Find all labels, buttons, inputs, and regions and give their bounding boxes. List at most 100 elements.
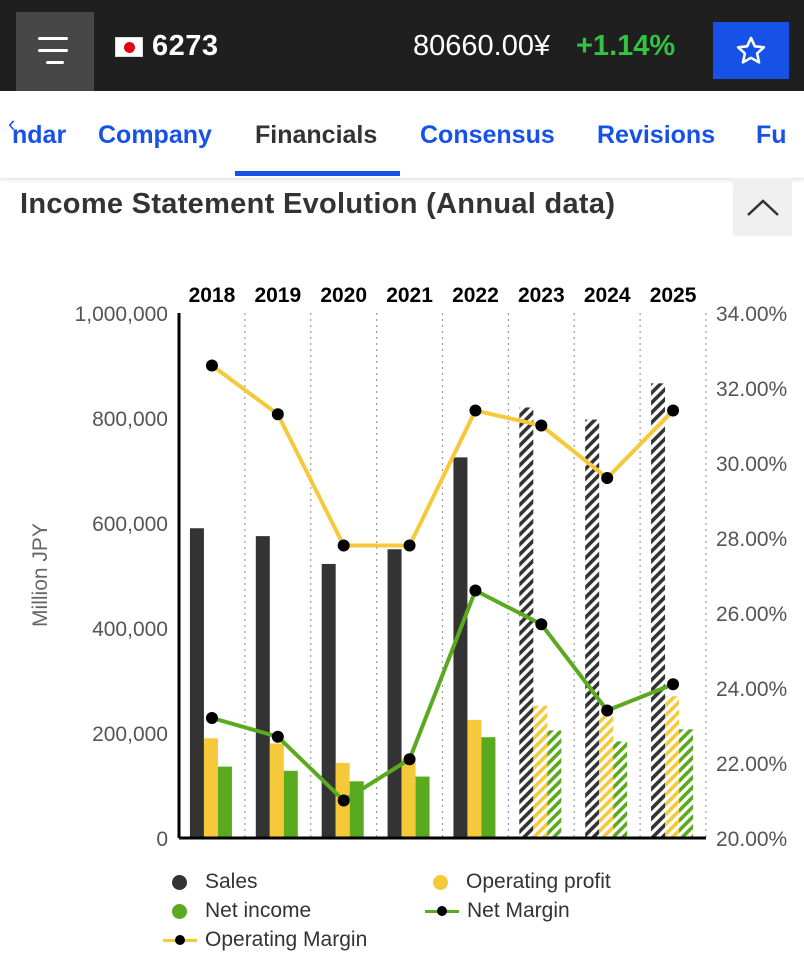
legend-label-sales: Sales xyxy=(205,870,258,893)
chart-labels: 1,000,000 800,000 600,000 400,000 200,000 0 34… xyxy=(29,284,787,851)
legend-label-operating-margin: Operating Margin xyxy=(205,928,368,951)
x-category-label: 2018 xyxy=(189,284,236,307)
net-margin-point xyxy=(205,712,218,724)
net-income-bar xyxy=(613,741,628,838)
operating-margin-point xyxy=(601,472,614,484)
operating-profit-bar xyxy=(467,719,482,838)
sales-bar xyxy=(651,383,666,838)
y2-tick-label: 22.00% xyxy=(716,753,787,776)
net-margin-point xyxy=(271,730,284,743)
net-margin-point xyxy=(469,584,482,597)
tab-financials[interactable]: Financials xyxy=(255,121,378,149)
operating-profit-bar xyxy=(203,738,218,838)
legend-marker-sales xyxy=(172,874,187,890)
chart-legend: Sales Operating profit Net income Net Ma… xyxy=(0,865,804,965)
legend-label-net-income: Net income xyxy=(205,899,312,922)
operating-margin-line xyxy=(210,363,675,548)
sales-bar xyxy=(255,536,270,838)
legend-marker-net-income xyxy=(172,903,187,919)
legend-item-operating-margin[interactable]: Operating Margin xyxy=(163,928,367,952)
net-income-bar xyxy=(547,730,562,838)
section-tabs: ‹ ndar Company Financials Consensus Revi… xyxy=(0,91,804,179)
menu-button[interactable] xyxy=(16,12,94,91)
active-tab-indicator xyxy=(235,171,400,176)
operating-profit-bar xyxy=(665,696,680,838)
ticker-symbol: 6273 xyxy=(152,30,219,62)
x-category-label: 2024 xyxy=(584,284,631,307)
legend-label-operating-profit: Operating profit xyxy=(466,870,611,893)
chart-lines xyxy=(205,359,680,807)
y2-tick-label: 26.00% xyxy=(716,603,787,626)
operating-margin-point xyxy=(205,359,218,372)
sales-bar xyxy=(453,457,468,838)
price-change: +1.14% xyxy=(576,30,676,62)
operating-margin-point xyxy=(535,419,548,432)
operating-margin-point xyxy=(337,539,350,552)
operating-profit-bar xyxy=(599,716,614,838)
legend-item-operating-profit[interactable]: Operating profit xyxy=(433,870,611,894)
y-tick-label: 0 xyxy=(156,828,168,851)
chevron-left-icon[interactable]: ‹ xyxy=(8,111,16,136)
sales-bar xyxy=(585,419,600,838)
collapse-button[interactable] xyxy=(733,178,792,236)
net-income-bar xyxy=(679,729,694,838)
operating-profit-bar xyxy=(401,759,416,838)
operating-margin-point xyxy=(403,539,416,552)
y-tick-label: 1,000,000 xyxy=(75,303,168,326)
star-outline-icon xyxy=(736,36,766,64)
operating-profit-bar xyxy=(269,743,284,838)
net-margin-point xyxy=(535,618,548,631)
y-axis-title: Million JPY xyxy=(29,523,52,627)
y-tick-label: 200,000 xyxy=(92,723,168,746)
operating-profit-bar xyxy=(533,705,548,838)
y2-tick-label: 32.00% xyxy=(716,378,787,401)
legend-marker-operating-margin xyxy=(163,932,197,948)
sales-bar xyxy=(189,528,204,838)
top-bar: 6273 80660.00¥ +1.14% xyxy=(0,0,804,91)
tab-more[interactable]: Fu xyxy=(756,121,787,149)
legend-item-net-income[interactable]: Net income xyxy=(172,899,311,923)
legend-marker-operating-profit xyxy=(433,874,448,890)
net-income-bar xyxy=(481,737,496,838)
chart-bars xyxy=(189,383,694,838)
x-category-label: 2023 xyxy=(518,284,565,307)
tab-consensus[interactable]: Consensus xyxy=(420,121,555,149)
net-income-bar xyxy=(217,766,232,838)
y-tick-label: 600,000 xyxy=(92,513,168,536)
net-margin-point xyxy=(601,704,614,717)
tab-calendar[interactable]: ndar xyxy=(12,121,67,149)
japan-flag-icon xyxy=(115,37,143,57)
operating-margin-point xyxy=(271,408,284,421)
watchlist-star-button[interactable] xyxy=(713,22,789,79)
tab-revisions[interactable]: Revisions xyxy=(597,121,716,149)
legend-item-net-margin[interactable]: Net Margin xyxy=(425,899,570,923)
x-category-label: 2025 xyxy=(650,284,697,307)
operating-margin-point xyxy=(667,404,680,417)
chart-axes xyxy=(177,313,706,840)
sales-bar xyxy=(519,407,534,838)
x-category-label: 2020 xyxy=(320,284,367,307)
net-margin-line xyxy=(211,588,674,803)
section-title: Income Statement Evolution (Annual data) xyxy=(20,188,616,220)
operating-margin-point xyxy=(469,404,482,417)
sales-bar xyxy=(387,549,402,838)
net-margin-point xyxy=(667,678,680,691)
net-margin-point xyxy=(337,794,350,807)
net-income-bar xyxy=(283,770,298,838)
income-statement-chart: 1,000,000 800,000 600,000 400,000 200,000 0 34… xyxy=(29,284,787,851)
net-margin-point xyxy=(403,753,416,766)
y-tick-label: 400,000 xyxy=(92,618,168,641)
x-category-label: 2022 xyxy=(452,284,499,307)
y-tick-label: 800,000 xyxy=(92,408,168,431)
y2-tick-label: 24.00% xyxy=(716,678,787,701)
y2-tick-label: 30.00% xyxy=(716,453,787,476)
legend-item-sales[interactable]: Sales xyxy=(172,870,258,894)
y2-tick-label: 34.00% xyxy=(716,303,787,326)
legend-marker-net-margin xyxy=(425,903,459,919)
legend-label-net-margin: Net Margin xyxy=(467,899,570,922)
x-category-label: 2021 xyxy=(386,284,433,307)
tab-company[interactable]: Company xyxy=(98,121,212,149)
sales-bar xyxy=(321,563,336,838)
y2-tick-label: 28.00% xyxy=(716,528,787,551)
y2-tick-label: 20.00% xyxy=(716,828,787,851)
